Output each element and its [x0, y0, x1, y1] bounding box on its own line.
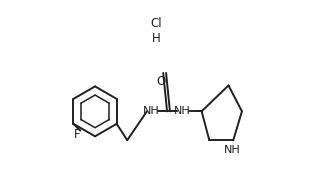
- Text: NH: NH: [224, 145, 241, 155]
- Text: NH: NH: [174, 106, 191, 116]
- Text: F: F: [74, 128, 81, 141]
- Text: O: O: [157, 75, 166, 88]
- Text: Cl: Cl: [151, 17, 162, 30]
- Text: NH: NH: [143, 106, 160, 116]
- Text: H: H: [152, 32, 161, 45]
